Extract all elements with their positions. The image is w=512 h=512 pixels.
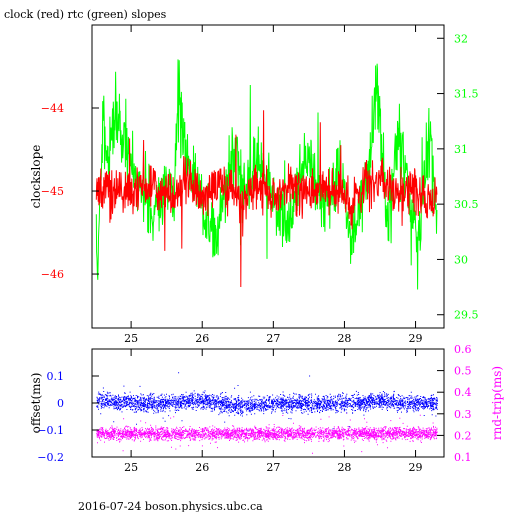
top-y2-tick-label: 31.5 — [454, 88, 479, 101]
top-x-tick-label: 25 — [124, 332, 138, 345]
bottom-x-tick-label: 25 — [124, 461, 138, 474]
top-x-tick-label: 28 — [337, 332, 351, 345]
bottom-chart: 25 26 27 28 29 0.1 0 −0.1 −0.2 0.6 0.5 0.4 0.3 0.2 0.1 — [37, 343, 471, 474]
top-y2-tick-label: 29.5 — [454, 309, 479, 322]
top-x-tick-label: 27 — [266, 332, 280, 345]
chart-title: clock (red) rtc (green) slopes — [4, 8, 167, 21]
footer-date-host: 2016-07-24 boson.physics.ubc.ca — [78, 500, 263, 512]
top-series-layer — [95, 59, 438, 290]
bottom-x-tick-label: 28 — [337, 461, 351, 474]
top-plot-frame — [91, 24, 445, 329]
bottom-x-tick-label: 27 — [266, 461, 280, 474]
bottom-y-tick-label: −0.2 — [37, 451, 64, 464]
bottom-y2-tick-label: 0.2 — [454, 429, 472, 442]
bottom-y2-tick-label: 0.3 — [454, 408, 472, 421]
bottom-x-tick-label: 29 — [409, 461, 423, 474]
bottom-series-layer — [96, 372, 438, 454]
bottom-y2-tick-label: 0.4 — [454, 386, 472, 399]
top-y-tick-label: −44 — [41, 102, 64, 115]
top-chart: 25 26 27 28 29 −44 −45 −46 32 31.5 31 30.5 30 29.5 — [41, 24, 479, 345]
top-x-tick-label: 29 — [409, 332, 423, 345]
top-y-tick-label: −46 — [41, 268, 64, 281]
series-rndtrip-points — [96, 412, 438, 454]
bottom-y2-axis-label: rnd-trip(ms) — [490, 366, 504, 440]
top-y-axis-label: clockslope — [29, 145, 43, 209]
bottom-y2-tick-label: 0.1 — [454, 451, 472, 464]
top-y2-tick-label: 31 — [454, 143, 468, 156]
series-offset-points — [96, 372, 438, 432]
top-y2-tick-label: 30 — [454, 253, 468, 266]
series-clock-line — [95, 110, 438, 288]
top-axes: 25 26 27 28 29 −44 −45 −46 32 31.5 31 30.5 30 29.5 — [41, 25, 479, 345]
bottom-y-tick-label: 0 — [57, 397, 64, 410]
bottom-y2-tick-label: 0.6 — [454, 343, 472, 356]
top-y2-tick-label: 30.5 — [454, 198, 479, 211]
bottom-y-axis-label: offset(ms) — [29, 373, 43, 434]
bottom-x-tick-label: 26 — [195, 461, 209, 474]
top-y2-tick-label: 32 — [454, 32, 468, 45]
bottom-y-tick-label: −0.1 — [37, 424, 64, 437]
top-x-tick-label: 26 — [195, 332, 209, 345]
top-y-tick-label: −45 — [41, 185, 64, 198]
bottom-axes: 25 26 27 28 29 0.1 0 −0.1 −0.2 0.6 0.5 0.4 0.3 0.2 0.1 — [37, 343, 471, 474]
bottom-y2-tick-label: 0.5 — [454, 365, 472, 378]
bottom-y-tick-label: 0.1 — [47, 370, 65, 383]
